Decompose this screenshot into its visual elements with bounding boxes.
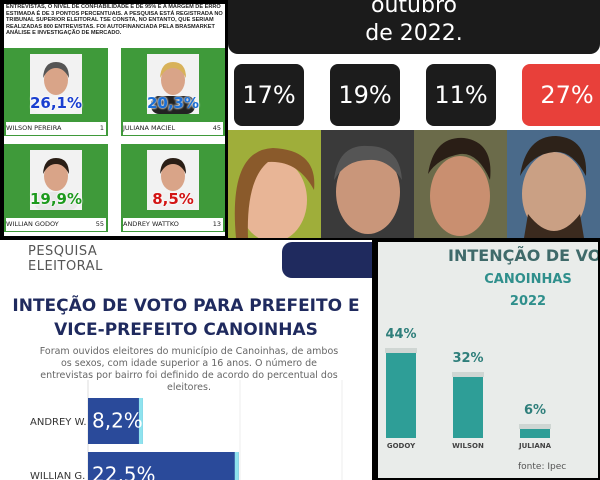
face bbox=[430, 156, 490, 236]
candidate-number: 55 bbox=[95, 220, 104, 228]
portrait bbox=[151, 62, 195, 114]
bar-label: GODOY bbox=[387, 442, 416, 450]
face bbox=[161, 161, 185, 191]
hair bbox=[334, 145, 402, 180]
shirt bbox=[151, 96, 195, 114]
percent-box: 17% bbox=[234, 64, 304, 126]
percent-box: 19% bbox=[330, 64, 400, 126]
hair bbox=[160, 62, 186, 78]
bar-label: WILSON bbox=[452, 442, 484, 450]
hair bbox=[160, 158, 186, 174]
candidate-name: ANDREY WATTKO bbox=[123, 220, 179, 228]
title-line: INTEÇÃO DE VOTO PARA PREFEITO E bbox=[12, 296, 360, 316]
name-strip: ANDREY WATTKO 13 bbox=[123, 218, 223, 231]
candidate-card: 8,5% ANDREY WATTKO 13 bbox=[121, 144, 225, 232]
percent-box: 11% bbox=[426, 64, 496, 126]
panel-ipec: INTENÇÃO DE VO CANOINHAS 2022 44% GODOY 32… bbox=[378, 242, 598, 478]
value-label: 32% bbox=[452, 351, 483, 366]
candidate-card: 20,3% JULIANA MACIEL 45 bbox=[121, 48, 225, 136]
value-label: 44% bbox=[385, 327, 416, 342]
value-label: 22,5% bbox=[92, 463, 156, 480]
title: INTENÇÃO DE VO bbox=[448, 246, 598, 265]
value-label: 8,2% bbox=[92, 409, 143, 433]
subtitle: CANOINHAS bbox=[484, 272, 572, 287]
brand: PESQUISA ELEITORAL bbox=[28, 244, 103, 274]
photo bbox=[147, 150, 199, 210]
brand-pill bbox=[282, 242, 372, 278]
candidate-number: 45 bbox=[212, 124, 221, 132]
candidate-number: 13 bbox=[212, 220, 221, 228]
photo bbox=[30, 150, 82, 210]
name-strip: JULIANA MACIEL 45 bbox=[123, 122, 223, 135]
bar-chart: 44% GODOY 32% WILSON 6% JULIANA bbox=[385, 327, 552, 450]
bar bbox=[453, 374, 483, 438]
candidate-name: WILLIAN GODOY bbox=[6, 220, 59, 228]
portrait bbox=[34, 62, 78, 114]
face bbox=[336, 150, 400, 234]
note: ENTREVISTAS, O NÍVEL DE CONFIABILIDADE É… bbox=[6, 4, 223, 37]
photo bbox=[30, 54, 82, 114]
face bbox=[522, 152, 586, 236]
description: Foram ouvidos eleitores do município de … bbox=[39, 346, 339, 393]
bar-label: WILLIAN G. bbox=[30, 471, 85, 480]
bar-cap bbox=[519, 424, 551, 429]
face bbox=[161, 65, 185, 95]
bar-edge bbox=[234, 452, 239, 480]
caption-line: de 2022. bbox=[365, 21, 463, 46]
brand-line: ELEITORAL bbox=[28, 259, 103, 274]
caption: entrevistadas, 10 a 14 de outubro de 202… bbox=[228, 0, 600, 54]
bar-label: JULIANA bbox=[518, 442, 552, 450]
face bbox=[44, 65, 68, 95]
shirt bbox=[34, 96, 78, 114]
hair bbox=[43, 62, 69, 78]
shirt bbox=[34, 192, 78, 210]
title: INTEÇÃO DE VOTO PARA PREFEITO E VICE-PRE… bbox=[0, 294, 372, 342]
candidate-percent: 8,5% bbox=[152, 190, 194, 208]
shirt bbox=[151, 192, 195, 210]
year: 2022 bbox=[509, 294, 547, 309]
candidate-name: WILSON PEREIRA bbox=[6, 124, 62, 132]
candidate-percent: 26,1% bbox=[29, 94, 83, 112]
source: fonte: Ipec bbox=[518, 462, 567, 472]
name-strip: WILSON PEREIRA 1 bbox=[6, 122, 106, 135]
bar bbox=[386, 350, 416, 438]
hair bbox=[234, 148, 315, 238]
panel-pesquisa-eleitoral: PESQUISA ELEITORAL INTEÇÃO DE VOTO PARA … bbox=[0, 240, 372, 480]
brand-line: PESQUISA bbox=[28, 244, 98, 259]
hair bbox=[428, 137, 491, 180]
candidate-percent: 19,9% bbox=[29, 190, 83, 208]
bar-label: ANDREY W. bbox=[30, 417, 87, 428]
panel-survey-boxes: entrevistadas, 10 a 14 de outubro de 202… bbox=[228, 0, 600, 238]
candidate-card: 26,1% WILSON PEREIRA 1 bbox=[4, 48, 108, 136]
bar-cap bbox=[452, 372, 484, 377]
beard bbox=[524, 214, 584, 238]
panel-brasmarket: ENTREVISTAS, O NÍVEL DE CONFIABILIDADE É… bbox=[4, 4, 225, 236]
value-label: 6% bbox=[524, 403, 546, 418]
portrait bbox=[34, 158, 78, 210]
candidate-percent: 20,3% bbox=[146, 94, 200, 112]
candidate-card: 19,9% WILLIAN GODOY 55 bbox=[4, 144, 108, 232]
hair bbox=[520, 136, 587, 176]
bar-cap bbox=[385, 348, 417, 353]
name-strip: WILLIAN GODOY 55 bbox=[6, 218, 106, 231]
hair bbox=[43, 158, 69, 174]
bar bbox=[88, 452, 239, 480]
title-line: VICE-PREFEITO CANOINHAS bbox=[54, 320, 318, 340]
photo bbox=[147, 54, 199, 114]
candidate-name: JULIANA MACIEL bbox=[123, 124, 176, 132]
percent-box: 27% bbox=[522, 64, 600, 126]
bar-edge bbox=[138, 398, 143, 444]
face bbox=[44, 161, 68, 191]
bar bbox=[88, 398, 143, 444]
portraits bbox=[228, 130, 600, 238]
portrait bbox=[151, 158, 195, 210]
caption-line: entrevistadas, 10 a 14 de outubro bbox=[371, 0, 457, 18]
candidate-number: 1 bbox=[99, 124, 104, 132]
bar-chart: ANDREY W. 8,2% WILLIAN G. 22,5% bbox=[30, 380, 343, 480]
